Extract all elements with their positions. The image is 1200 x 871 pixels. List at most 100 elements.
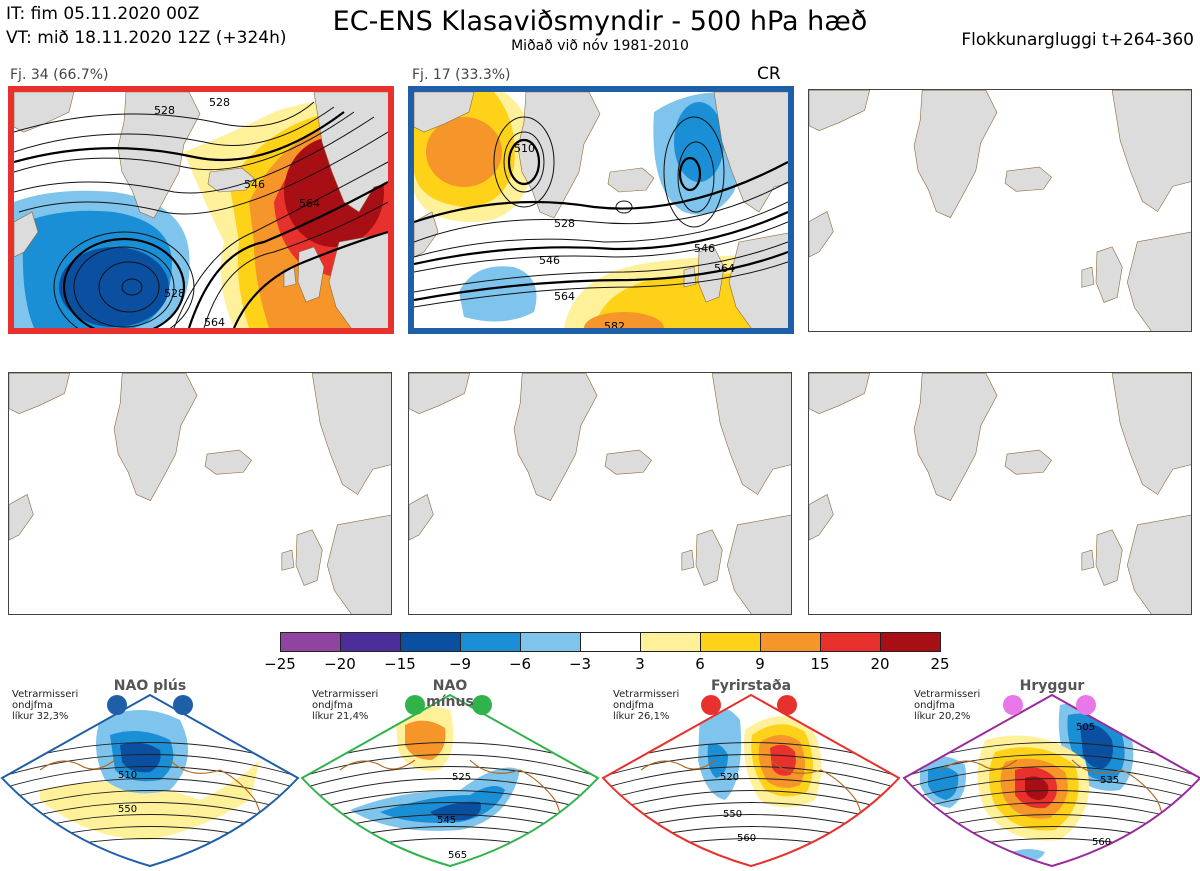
contour-label: 528 [554,217,575,230]
anomaly-shading [928,766,959,800]
colorbar-tick-label: 15 [810,655,830,673]
contour-label: 546 [244,178,265,191]
height-contour [603,754,899,778]
colorbar-swatch [460,632,521,652]
anomaly-shading [405,720,446,760]
regime-probability-note: Vetrarmisseri ondjfma líkur 21,4% [312,689,379,722]
init-time: IT: fim 05.11.2020 00Z [6,4,200,24]
contour-label: 560 [737,833,756,844]
contour-label: 565 [448,850,467,861]
colorbar-swatch [580,632,641,652]
height-contour [904,742,1200,766]
height-contour [2,802,298,826]
regime-marker-dot [173,695,193,715]
height-contour [2,814,298,838]
anomaly-negative-15 [59,247,169,327]
contour-label: 564 [299,197,320,210]
anomaly-shading [110,731,174,782]
regime-probability-note: Vetrarmisseri ondjfma líkur 26,1% [613,689,680,722]
colorbar-swatch [700,632,761,652]
colorbar-tick-label: 6 [695,655,705,673]
regime-marker-dot [1076,695,1096,715]
colorbar-swatch [820,632,881,652]
height-contour [2,778,298,802]
colorbar-tick-label: −25 [264,655,296,673]
valid-time: VT: mið 18.11.2020 12Z (+324h) [6,28,287,48]
anomaly-shading [758,735,805,788]
coastline [640,759,864,841]
height-contour [2,790,298,814]
height-contour [302,790,598,814]
cluster-1-map-svg: 528 528 546 564 528 564 [14,92,388,328]
height-contour [603,838,899,862]
regime-title: NAO plús [113,678,187,694]
cluster-1-map: 528 528 546 564 528 564 [8,86,394,334]
colorbar-swatch [880,632,941,652]
empty-map-3 [808,89,1192,332]
anomaly-shading [698,706,741,800]
colorbar-tick-label: 20 [870,655,890,673]
contour-label: 546 [539,254,560,267]
height-contour [904,838,1200,862]
colorbar-swatch [340,632,401,652]
coastline [339,759,563,841]
colorbar-swatch [640,632,701,652]
coastline [39,759,263,841]
contour-label: 550 [723,809,742,820]
height-contour [904,802,1200,826]
height-contour [904,766,1200,790]
contour-label: 546 [694,242,715,255]
cluster-2-badge: CR [757,64,781,84]
colorbar-swatch [760,632,821,652]
anomaly-shading [989,747,1079,831]
empty-map-6 [808,372,1192,615]
colorbar-swatch [280,632,341,652]
anomaly-shading [1067,713,1125,781]
height-contour [904,778,1200,802]
cluster-2-caption: Fj. 17 (33.3%) [412,67,511,83]
anomaly-shading [770,744,796,776]
anomaly-shading [96,710,188,794]
contour-label: 505 [1076,722,1095,733]
anomaly-shading [1080,724,1113,769]
colorbar-tick-label: −3 [568,655,592,673]
anomaly-shading [1058,702,1134,791]
contour-label: 535 [1100,775,1119,786]
height-contour [302,814,598,838]
height-contour [603,826,899,850]
height-contour [2,826,298,850]
anomaly-shading [1000,758,1068,819]
anomaly-shading [380,786,505,823]
regime-probability-note: Vetrarmisseri ondjfma líkur 20,2% [914,689,981,722]
height-contour [2,754,298,778]
page-subtitle: Miðað við nóv 1981-2010 [511,38,689,54]
height-contour [603,790,899,814]
regime-title: Hryggur [1019,678,1085,694]
height-contour [302,742,598,766]
regime-probability-note: Vetrarmisseri ondjfma líkur 32,3% [12,689,79,722]
contour-label: 525 [452,772,471,783]
colorbar-tick-label: −9 [448,655,472,673]
contour-label: 528 [209,96,230,109]
height-contour [904,790,1200,814]
regime-marker-dot [777,695,797,715]
coastline [941,759,1165,841]
colorbar-tick-label: −15 [384,655,416,673]
height-contour [904,826,1200,850]
height-contour [904,814,1200,838]
height-contour [302,802,598,826]
colorbar-tick-label: −6 [508,655,532,673]
height-contour [904,754,1200,778]
cluster-2-map-svg: 510 528 546 564 582 546 564 [414,92,788,328]
colorbar-swatch [520,632,581,652]
contour-label: 582 [604,320,625,328]
regime-marker-dot [107,695,127,715]
height-contour [302,778,598,802]
height-contour [603,766,899,790]
contour-label: 528 [164,287,185,300]
colorbar-tick-label: 25 [930,655,950,673]
window-label: Flokkunargluggi t+264-360 [961,30,1194,50]
height-contour [302,766,598,790]
anomaly-shading [1025,776,1049,800]
contour-label: 564 [714,262,735,275]
